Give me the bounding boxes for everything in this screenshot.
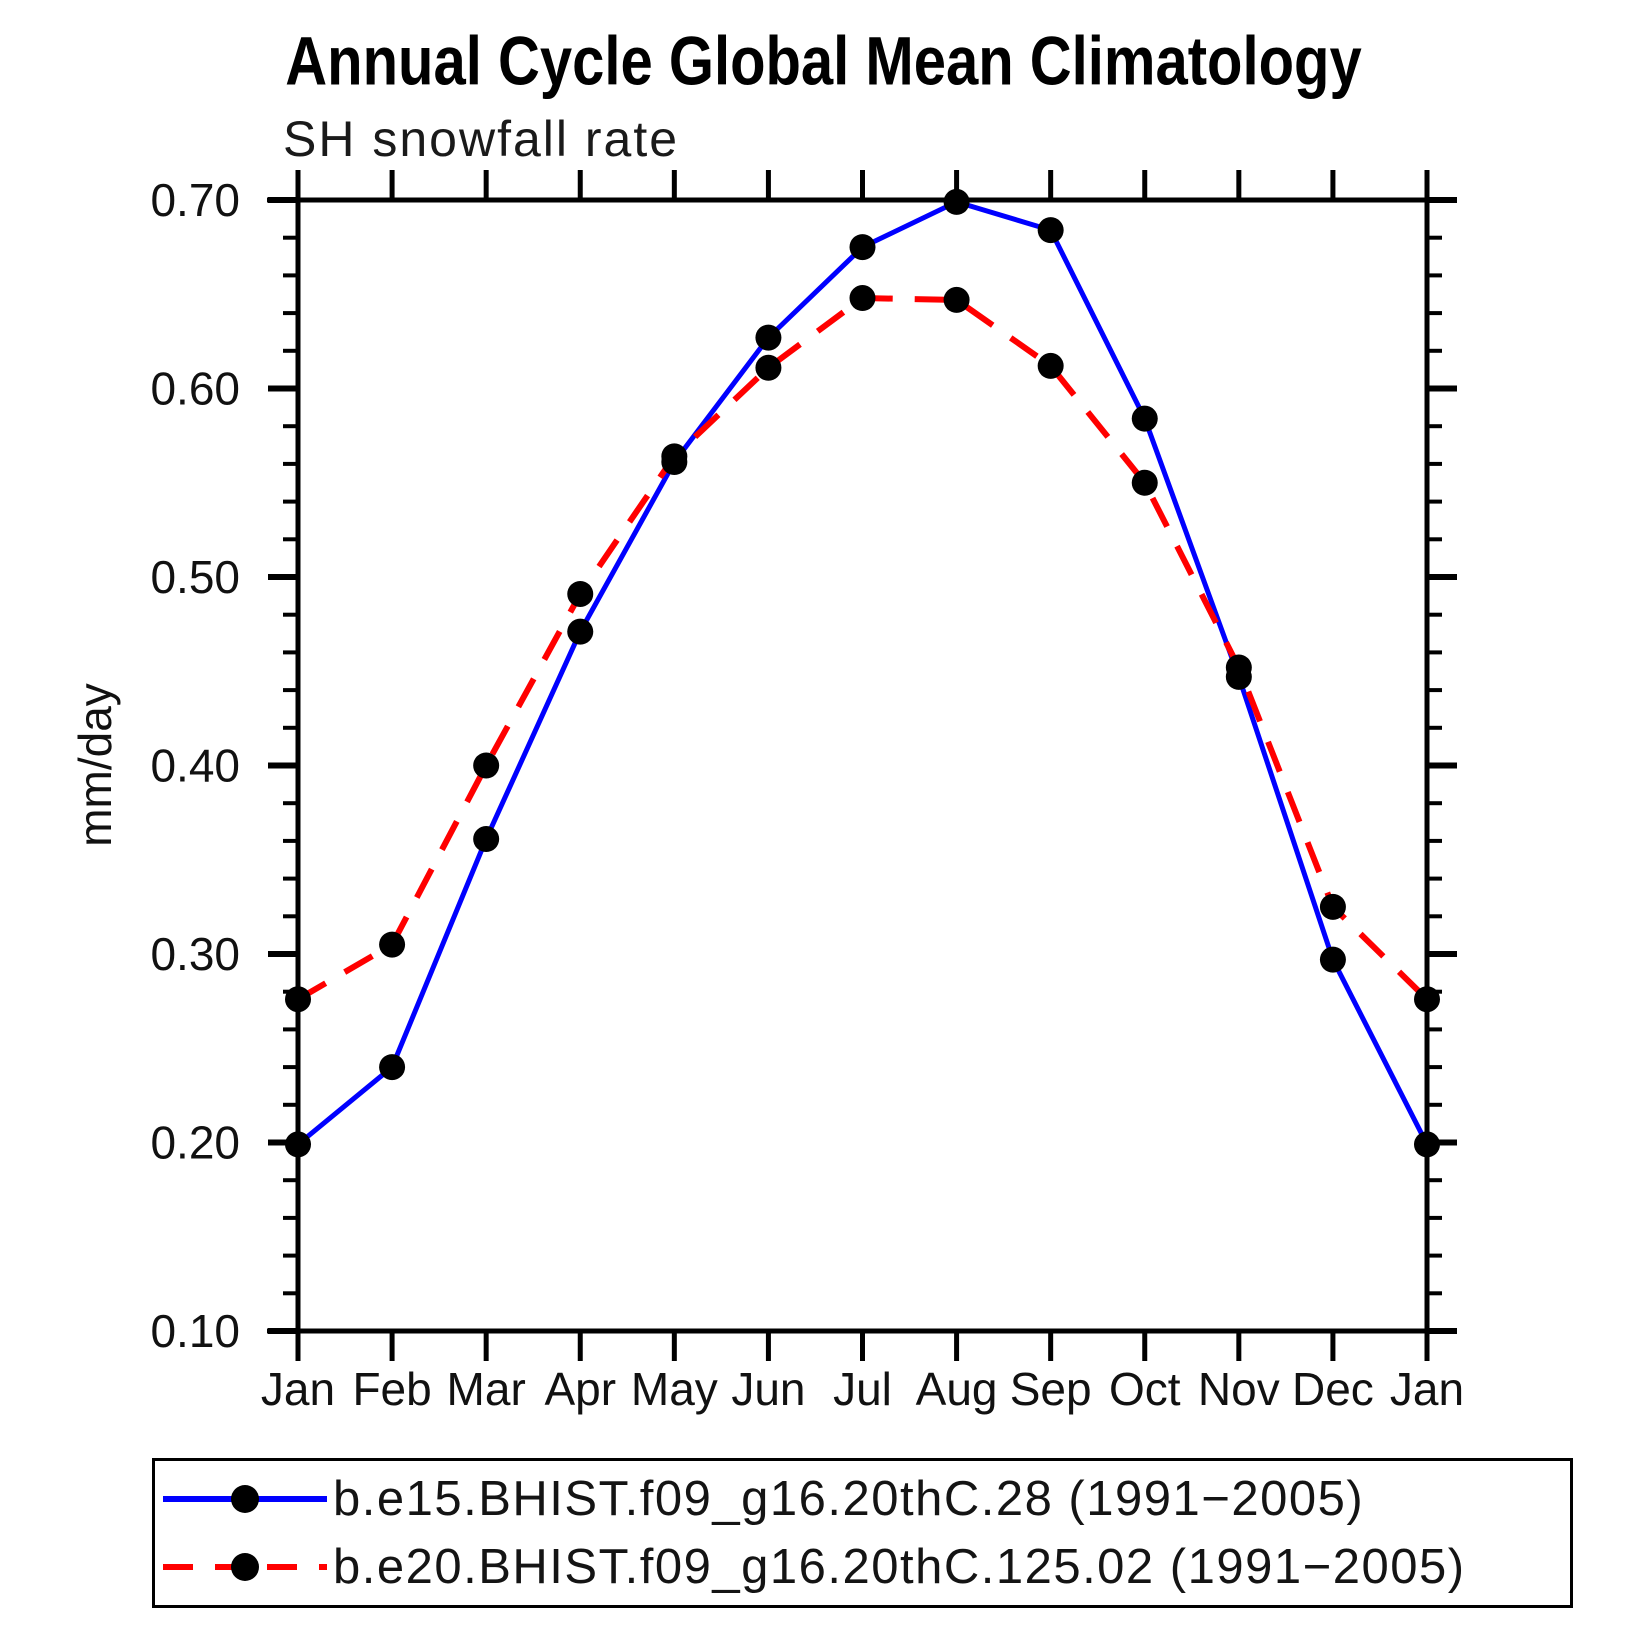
legend-key-solid-line [163,1485,327,1513]
x-tick-label: Mar [447,1363,526,1415]
y-tick-label: 0.70 [150,174,240,226]
y-tick-label: 0.50 [150,551,240,603]
series-line-1 [296,199,1430,1147]
legend-item-series2: b.e20.BHIST.f09_g16.20thC.125.02 (1991−2… [155,1533,1570,1601]
data-point-marker-s1-Jun [755,324,782,351]
data-point-marker-s1-Dec [1319,946,1346,973]
x-tick-label: Nov [1198,1363,1280,1415]
x-tick-label: Jan [1390,1363,1464,1415]
x-tick-label: Jul [833,1363,892,1415]
data-point-marker-s2-Oct [1131,469,1158,496]
data-point-marker-s2-Aug [943,286,970,313]
data-point-marker-s1-Mar [473,826,500,853]
y-tick-label: 0.20 [150,1117,240,1169]
data-point-marker-s2-Jun [755,354,782,381]
data-point-marker-s1-Jan [285,1131,311,1158]
y-axis-label: mm/day [69,683,121,847]
data-point-marker-s1-Sep [1037,217,1064,244]
x-tick-label: Sep [1010,1363,1092,1415]
chart-title: Annual Cycle Global Mean Climatology [285,23,1362,100]
x-tick-label: Jun [731,1363,805,1415]
data-point-marker-s2-Dec [1319,893,1346,920]
data-point-marker-s2-Jan [285,986,311,1013]
chart-subtitle: SH snowfall rate [283,111,680,167]
x-tick-label: Aug [916,1363,998,1415]
y-tick-label: 0.60 [150,363,240,415]
series-line-2 [296,295,1430,1002]
y-tick-label: 0.30 [150,928,240,980]
legend-marker-dot [231,1485,259,1513]
data-point-marker-s2-Nov [1225,654,1252,681]
data-point-marker-s2-Mar [473,752,500,779]
legend-label-series2: b.e20.BHIST.f09_g16.20thC.125.02 (1991−2… [333,1540,1466,1594]
legend-item-series1: b.e15.BHIST.f09_g16.20thC.28 (1991−2005) [155,1465,1570,1533]
data-point-marker-s1-Feb [379,1054,406,1081]
x-tick-label: Jan [261,1363,335,1415]
data-point-marker-s2-May [661,443,688,470]
x-tick-label: Apr [544,1363,616,1415]
y-tick-label: 0.10 [150,1305,240,1357]
x-tick-label: Oct [1109,1363,1181,1415]
data-point-marker-s2-Jan [1414,986,1440,1013]
data-point-marker-s1-Oct [1131,405,1158,432]
legend-label-series1: b.e15.BHIST.f09_g16.20thC.28 (1991−2005) [333,1472,1365,1526]
legend-marker-dot [231,1553,259,1581]
data-point-marker-s1-Jan [1414,1131,1440,1158]
data-point-marker-s2-Jul [849,285,876,312]
plot-area: Jan Feb Mar Apr May Jun Jul Aug Sep Oct Nov Dec Jan 0… [69,170,1464,1415]
legend: b.e15.BHIST.f09_g16.20thC.28 (1991−2005)… [152,1458,1573,1608]
data-point-marker-s2-Apr [567,580,594,607]
x-tick-label: Feb [352,1363,431,1415]
x-tick-label: May [631,1363,718,1415]
data-point-marker-s2-Sep [1037,352,1064,379]
legend-key-dashed-line [163,1553,327,1581]
y-tick-label: 0.40 [150,740,240,792]
data-point-marker-s1-Jul [849,234,876,261]
data-point-marker-s1-Aug [943,188,970,215]
data-point-marker-s1-Apr [567,618,594,645]
data-point-marker-s2-Feb [379,931,406,958]
x-tick-label: Dec [1292,1363,1374,1415]
